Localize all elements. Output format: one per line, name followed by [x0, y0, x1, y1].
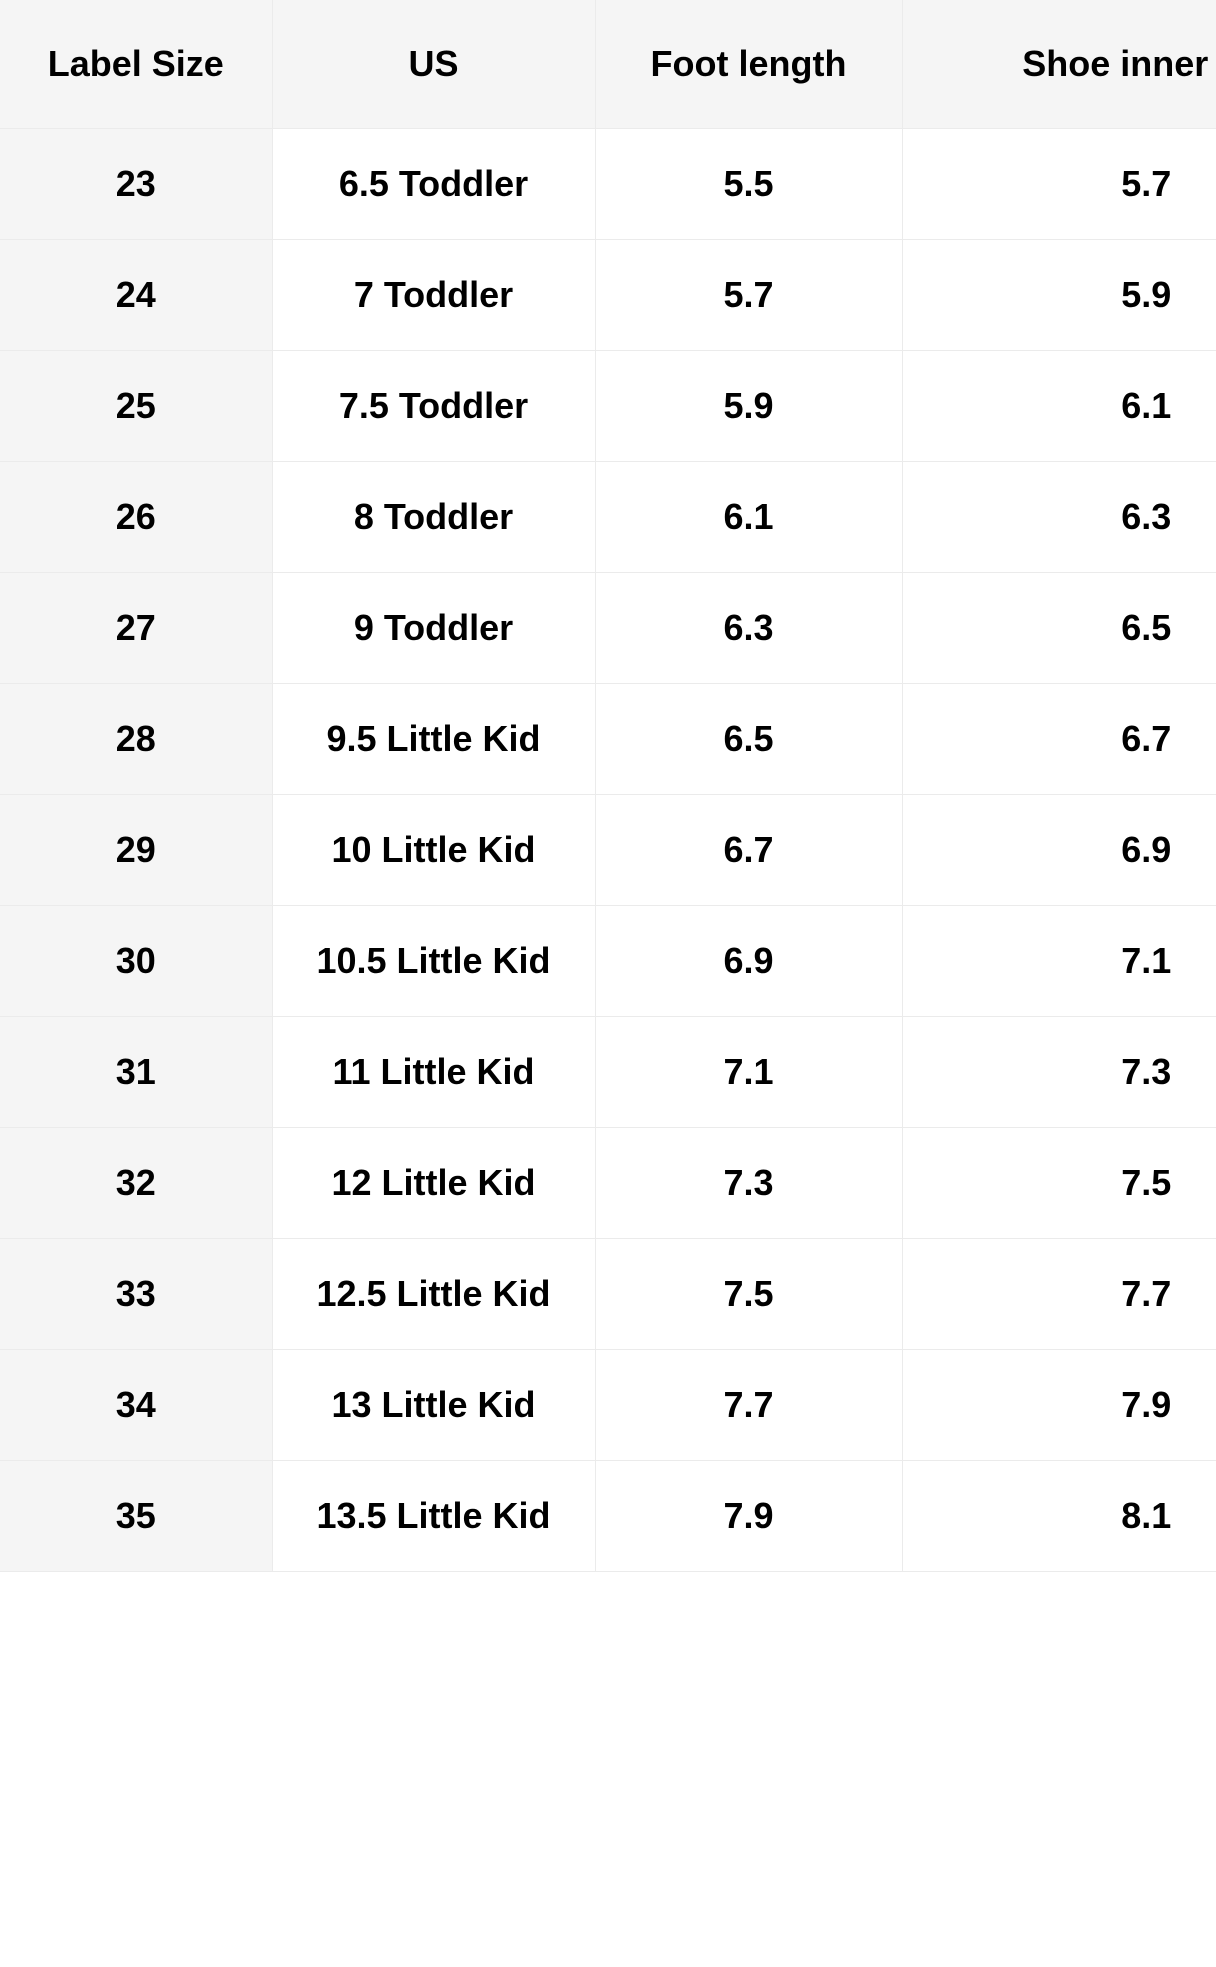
- cell-shoe_inner_length: 7.7: [902, 1238, 1216, 1350]
- column-header-us: US: [272, 0, 596, 129]
- cell-us: 9 Toddler: [272, 572, 596, 684]
- table-row: 30 10.5 Little Kid 6.9 7.1: [0, 905, 1216, 1017]
- table-row: 24 7 Toddler 5.7 5.9: [0, 239, 1216, 351]
- cell-us: 12.5 Little Kid: [272, 1238, 596, 1350]
- cell-shoe_inner_length: 7.5: [902, 1127, 1216, 1239]
- cell-label_size: 27: [0, 572, 273, 684]
- cell-shoe_inner_length: 8.1: [902, 1460, 1216, 1572]
- cell-foot_length: 5.5: [595, 128, 903, 240]
- cell-foot_length: 7.9: [595, 1460, 903, 1572]
- cell-label_size: 28: [0, 683, 273, 795]
- cell-foot_length: 7.7: [595, 1349, 903, 1461]
- cell-shoe_inner_length: 5.7: [902, 128, 1216, 240]
- table-body: 23 6.5 Toddler 5.5 5.7 24 7 Toddler 5.7 5.9 25 7.…: [0, 128, 1216, 1572]
- cell-shoe_inner_length: 6.3: [902, 461, 1216, 573]
- cell-label_size: 23: [0, 128, 273, 240]
- cell-label_size: 35: [0, 1460, 273, 1572]
- cell-us: 13 Little Kid: [272, 1349, 596, 1461]
- cell-foot_length: 6.9: [595, 905, 903, 1017]
- cell-foot_length: 6.1: [595, 461, 903, 573]
- table-row: 27 9 Toddler 6.3 6.5: [0, 572, 1216, 684]
- column-header-shoe-inner-length: Shoe inner len: [902, 0, 1216, 129]
- table-row: 29 10 Little Kid 6.7 6.9: [0, 794, 1216, 906]
- cell-shoe_inner_length: 7.3: [902, 1016, 1216, 1128]
- cell-us: 11 Little Kid: [272, 1016, 596, 1128]
- column-header-label-size: Label Size: [0, 0, 273, 129]
- cell-foot_length: 5.9: [595, 350, 903, 462]
- cell-label_size: 31: [0, 1016, 273, 1128]
- cell-shoe_inner_length: 7.1: [902, 905, 1216, 1017]
- table-row: 32 12 Little Kid 7.3 7.5: [0, 1127, 1216, 1239]
- cell-label_size: 34: [0, 1349, 273, 1461]
- cell-foot_length: 6.7: [595, 794, 903, 906]
- cell-shoe_inner_length: 6.1: [902, 350, 1216, 462]
- column-header-foot-length: Foot length: [595, 0, 903, 129]
- cell-us: 12 Little Kid: [272, 1127, 596, 1239]
- cell-us: 10.5 Little Kid: [272, 905, 596, 1017]
- table-row: 35 13.5 Little Kid 7.9 8.1: [0, 1460, 1216, 1572]
- cell-foot_length: 5.7: [595, 239, 903, 351]
- table-row: 25 7.5 Toddler 5.9 6.1: [0, 350, 1216, 462]
- cell-label_size: 30: [0, 905, 273, 1017]
- cell-shoe_inner_length: 6.5: [902, 572, 1216, 684]
- cell-shoe_inner_length: 6.7: [902, 683, 1216, 795]
- table-row: 34 13 Little Kid 7.7 7.9: [0, 1349, 1216, 1461]
- cell-us: 13.5 Little Kid: [272, 1460, 596, 1572]
- cell-label_size: 26: [0, 461, 273, 573]
- table-row: 26 8 Toddler 6.1 6.3: [0, 461, 1216, 573]
- cell-us: 8 Toddler: [272, 461, 596, 573]
- table-header: Label Size US Foot length Shoe inner len: [0, 0, 1216, 129]
- cell-label_size: 33: [0, 1238, 273, 1350]
- table-row: 28 9.5 Little Kid 6.5 6.7: [0, 683, 1216, 795]
- cell-us: 10 Little Kid: [272, 794, 596, 906]
- cell-foot_length: 7.1: [595, 1016, 903, 1128]
- cell-shoe_inner_length: 7.9: [902, 1349, 1216, 1461]
- table-row: 33 12.5 Little Kid 7.5 7.7: [0, 1238, 1216, 1350]
- table-row: 31 11 Little Kid 7.1 7.3: [0, 1016, 1216, 1128]
- cell-foot_length: 7.3: [595, 1127, 903, 1239]
- cell-label_size: 25: [0, 350, 273, 462]
- shoe-size-chart-table: Label Size US Foot length Shoe inner len…: [0, 0, 1216, 1572]
- cell-us: 6.5 Toddler: [272, 128, 596, 240]
- cell-foot_length: 6.5: [595, 683, 903, 795]
- cell-label_size: 32: [0, 1127, 273, 1239]
- cell-us: 7.5 Toddler: [272, 350, 596, 462]
- cell-foot_length: 6.3: [595, 572, 903, 684]
- cell-us: 7 Toddler: [272, 239, 596, 351]
- cell-label_size: 24: [0, 239, 273, 351]
- cell-us: 9.5 Little Kid: [272, 683, 596, 795]
- table-row: 23 6.5 Toddler 5.5 5.7: [0, 128, 1216, 240]
- cell-label_size: 29: [0, 794, 273, 906]
- header-row: Label Size US Foot length Shoe inner len: [0, 0, 1216, 129]
- cell-shoe_inner_length: 6.9: [902, 794, 1216, 906]
- cell-foot_length: 7.5: [595, 1238, 903, 1350]
- cell-shoe_inner_length: 5.9: [902, 239, 1216, 351]
